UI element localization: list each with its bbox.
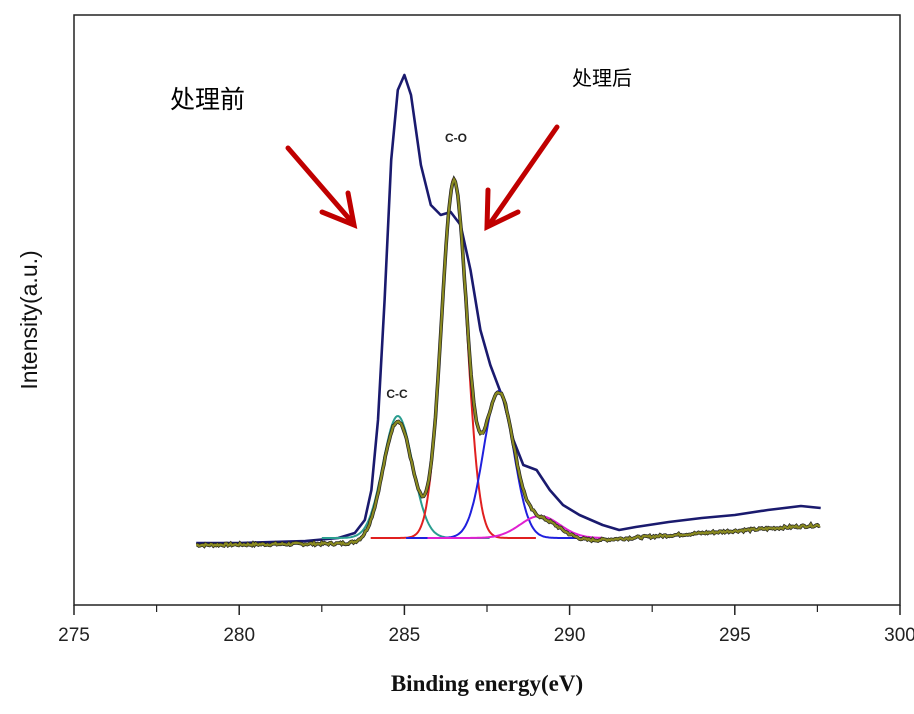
annotation-after: 处理后 (572, 66, 632, 90)
arrow-before (285, 145, 358, 230)
series-component-c-o (370, 176, 536, 539)
series-after-envelope-line (196, 176, 821, 548)
series-before-line (196, 73, 821, 545)
x-tick-label: 285 (389, 625, 421, 646)
peak-label-co: C-O (445, 131, 467, 145)
series-component-c-o (406, 389, 590, 539)
x-tick-label: 290 (554, 625, 586, 646)
y-axis-label: Intensity(a.u.) (16, 250, 42, 389)
series-after-raw-line (195, 175, 821, 549)
annotation-before: 处理前 (170, 85, 245, 114)
peak-label-cc: C-C (386, 387, 408, 401)
x-tick-label: 300 (884, 625, 914, 646)
x-tick-label: 295 (719, 625, 751, 646)
x-tick-label: 280 (223, 625, 255, 646)
x-axis-label: Binding energy(eV) (391, 671, 583, 696)
x-tick-label: 275 (58, 625, 90, 646)
series-component-o-c-o (427, 515, 602, 539)
arrow-after (484, 124, 560, 232)
